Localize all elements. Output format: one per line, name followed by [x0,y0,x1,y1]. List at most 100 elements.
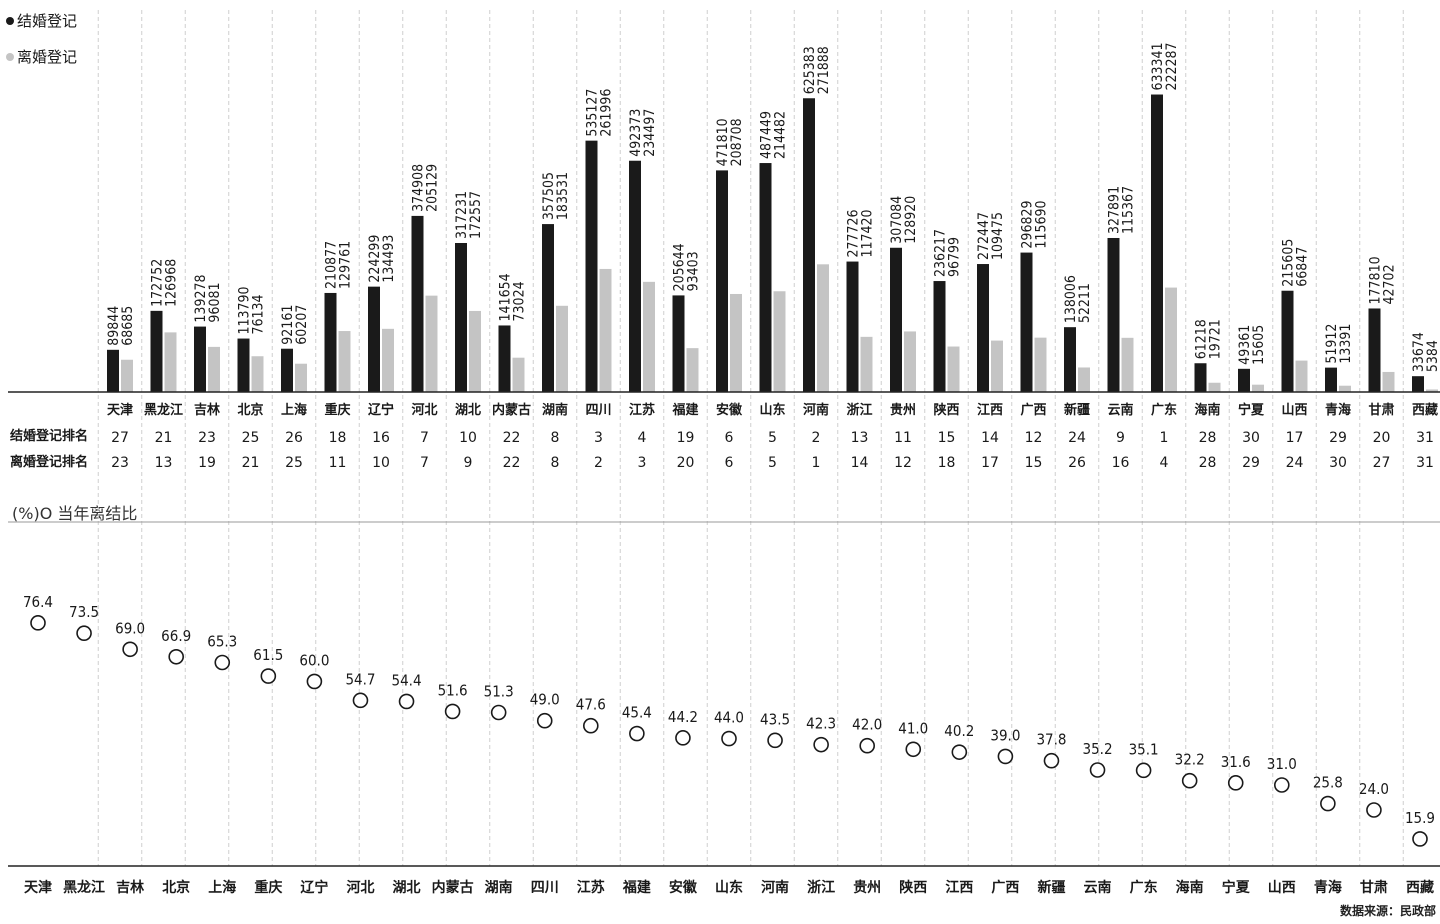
category-label: 福建 [671,402,698,418]
marriage-value-label: 139278 [193,275,209,323]
marriage-bar [1281,290,1294,392]
marriage-bar [324,292,337,392]
marriage-rank: 4 [638,430,647,446]
ratio-value-label: 54.4 [392,671,422,689]
marriage-value-label: 374908 [411,164,427,212]
marriage-rank: 20 [1373,430,1391,446]
bottom-category-label: 新疆 [1037,879,1065,896]
ratio-value-label: 31.6 [1221,753,1251,771]
divorce-value-label: 271888 [816,46,832,94]
marriage-bar [1064,327,1076,392]
divorce-value-label: 96081 [207,283,223,323]
marriage-value-label: 625383 [802,46,818,94]
marriage-value-label: 92161 [280,305,296,345]
marriage-rank: 9 [1116,430,1125,446]
marriage-bar [846,261,859,392]
marriage-bar [803,98,815,393]
ratio-chart-title: (%)O 当年离结比 [12,504,138,523]
divorce-rank: 7 [420,455,429,471]
ratio-value-label: 39.0 [990,726,1020,744]
divorce-rank: 24 [1286,455,1304,471]
ratio-point [1366,802,1382,818]
category-label: 宁夏 [1238,402,1265,418]
bottom-category-label: 西藏 [1406,879,1434,896]
marriage-value-label: 471810 [715,118,731,166]
marriage-value-label: 277726 [846,209,862,257]
divorce-bar [730,293,742,392]
divorce-rank: 28 [1199,455,1217,471]
divorce-value-label: 117420 [860,209,876,257]
bottom-category-label: 云南 [1084,879,1112,896]
marriage-rank: 23 [198,430,216,446]
ratio-point [859,737,876,754]
bottom-category-label: 山西 [1268,880,1296,896]
ratio-point [997,748,1014,765]
ratio-point [675,730,691,746]
divorce-rank: 29 [1242,455,1260,471]
ratio-point [951,744,968,760]
bottom-category-label: 甘肃 [1360,879,1388,896]
marriage-rank-label: 结婚登记排名 [10,429,89,444]
marriage-value-label: 492373 [628,109,644,157]
marriage-bar [542,224,554,392]
divorce-rank: 18 [938,455,956,471]
marriage-value-label: 33674 [1411,332,1427,372]
marriage-rank: 29 [1329,430,1347,446]
divorce-value-label: 128920 [903,196,919,244]
ratio-point [1135,762,1152,779]
ratio-point [1320,795,1336,812]
divorce-rank: 25 [285,455,303,471]
category-label: 河南 [803,402,829,418]
marriage-value-label: 535127 [585,89,601,137]
divorce-rank: 1 [812,455,821,471]
divorce-value-label: 115367 [1121,186,1137,234]
ratio-point [1181,772,1198,789]
marriage-rank: 11 [894,430,912,446]
divorce-bar [643,281,655,392]
category-label: 河北 [411,402,437,418]
marriage-bar [237,338,250,392]
divorce-value-label: 96799 [947,237,963,277]
marriage-bar [716,170,728,392]
category-label: 甘肃 [1368,402,1394,418]
marriage-rank: 2 [812,430,821,446]
ratio-value-label: 43.5 [760,710,790,728]
ratio-value-label: 61.5 [253,646,283,664]
ratio-value-label: 49.0 [530,691,560,709]
marriage-rank: 19 [677,430,695,446]
ratio-point [1274,777,1290,793]
bottom-category-label: 陕西 [899,879,927,896]
marriage-bar [1412,376,1424,392]
category-label: 广西 [1020,402,1046,418]
bottom-category-label: 广东 [1130,879,1158,896]
marriage-value-label: 141654 [498,273,514,321]
bottom-category-label: 浙江 [807,879,835,896]
ratio-value-label: 51.3 [484,683,514,701]
marriage-value-label: 307084 [889,196,905,244]
marriage-bar [629,160,641,392]
ratio-value-label: 47.6 [576,696,606,714]
marriage-value-label: 177810 [1368,256,1384,304]
ratio-value-label: 41.0 [898,719,928,737]
ratio-value-label: 73.5 [69,603,99,621]
ratio-point [629,725,645,742]
marriage-value-label: 89844 [106,306,122,346]
bottom-category-label: 宁夏 [1222,879,1251,896]
data-source: 数据来源：民政部 [1339,904,1436,918]
ratio-point [306,673,323,690]
divorce-rank: 15 [1025,455,1043,471]
marriage-bar [1107,237,1120,392]
divorce-rank: 26 [1068,455,1086,471]
ratio-value-label: 40.2 [944,722,974,740]
marriage-value-label: 317231 [454,191,470,239]
marriage-bar [194,326,206,392]
marriage-bar [933,281,946,392]
marriage-bar [281,348,293,392]
marriage-rank: 3 [594,430,603,446]
ratio-value-label: 54.7 [345,670,375,688]
divorce-rank: 6 [725,455,734,471]
marriage-value-label: 357505 [541,172,557,220]
ratio-value-label: 15.9 [1405,809,1435,827]
marriage-rank: 13 [851,430,869,446]
